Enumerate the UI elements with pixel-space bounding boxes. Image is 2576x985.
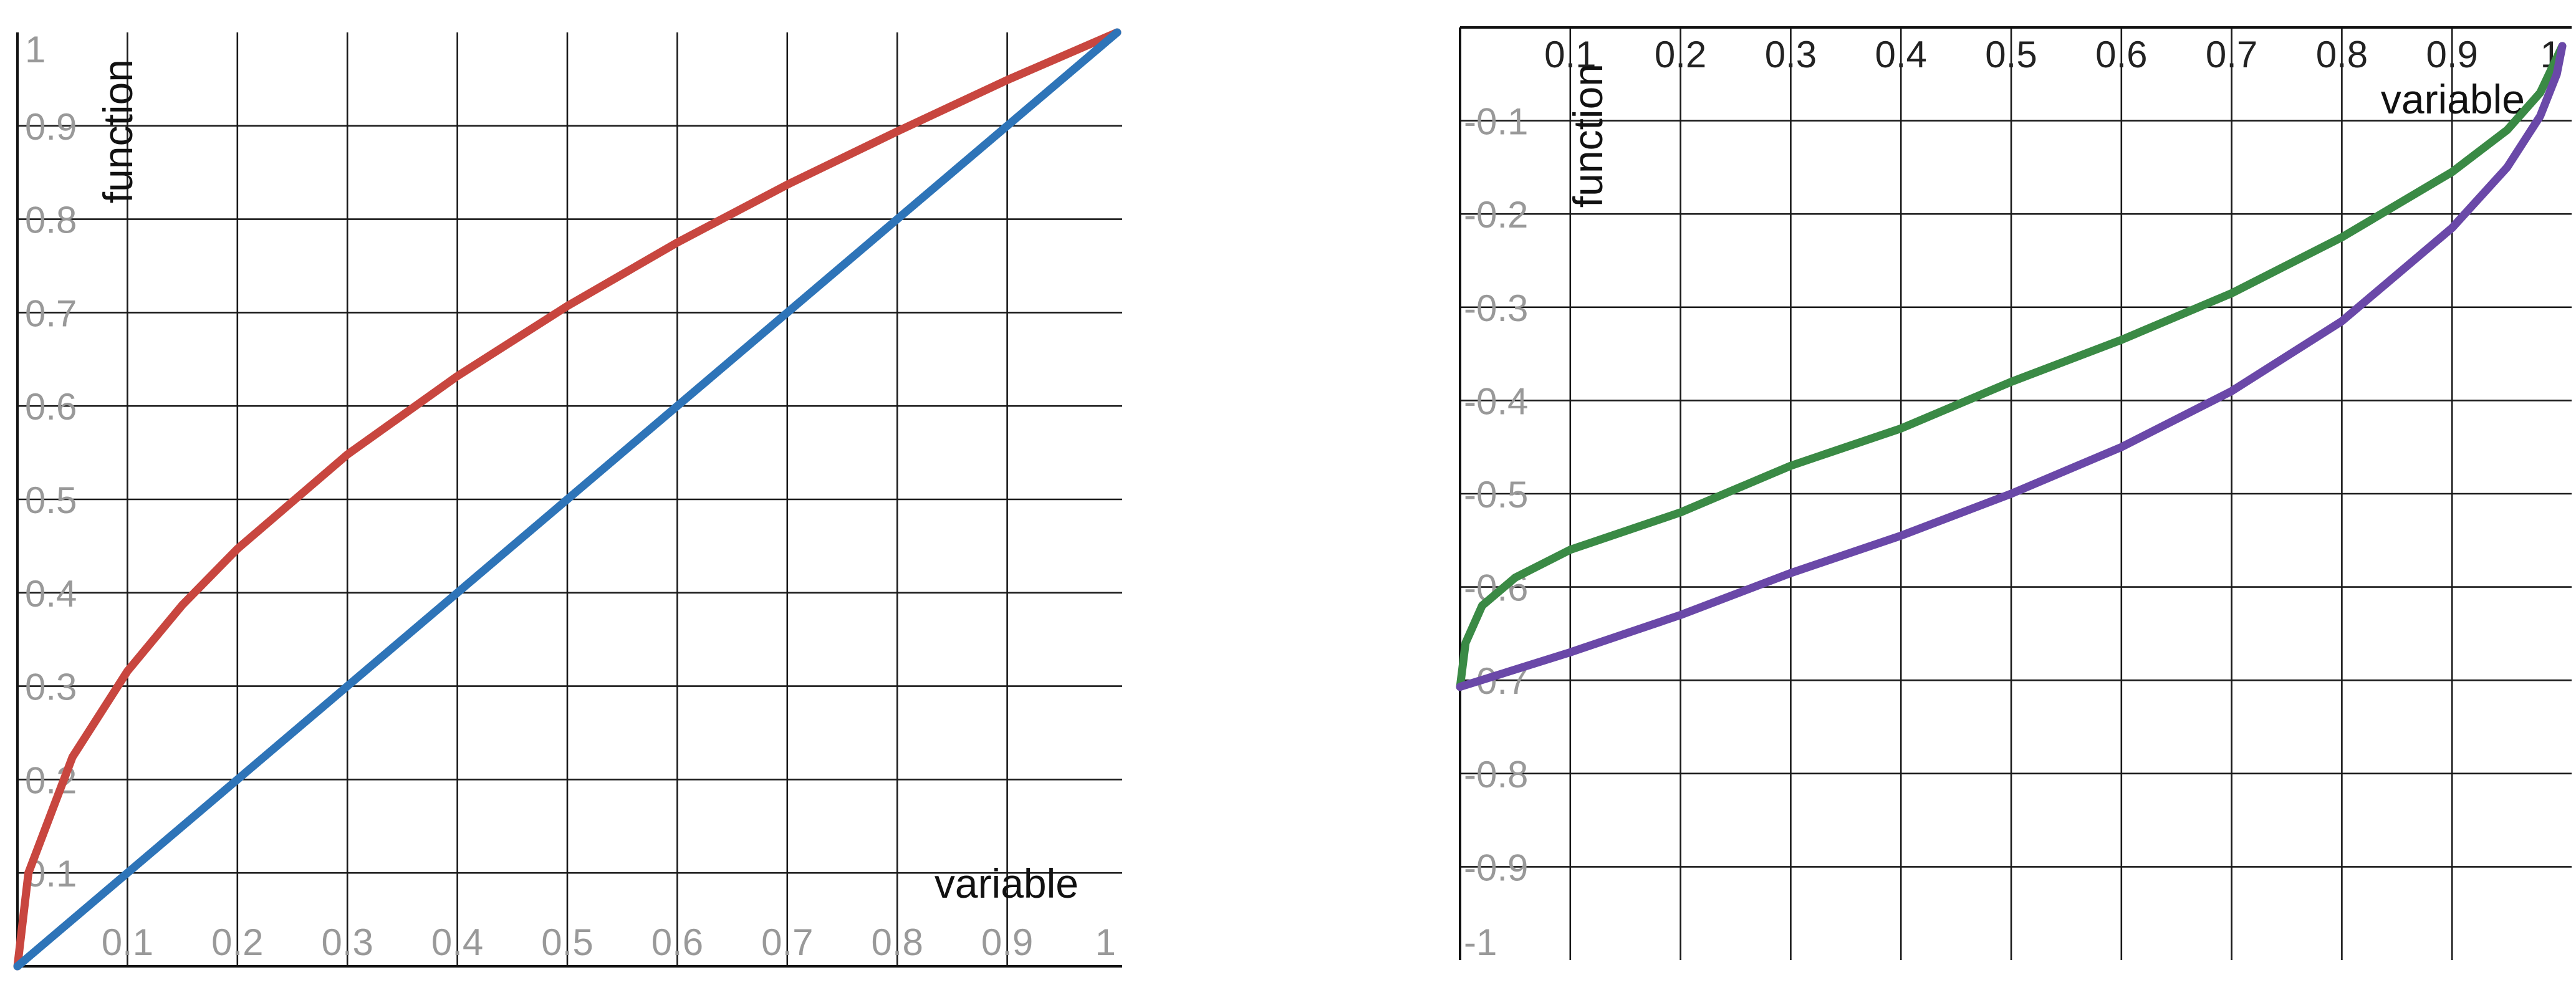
right-y-tick-label: -0.1 [1464,101,1528,143]
right-y-tick-label: -0.3 [1464,287,1528,329]
left-y-tick-label: 0.4 [25,573,77,615]
left-x-tick-label: 0.7 [761,921,813,963]
left-x-axis-title: variable [935,860,1079,906]
right-chart: 0.1 0.2 0.3 0.4 0.5 0.6 0.7 0.8 0.9 1-0.1-0.2-0.3… [1456,26,2572,963]
right-y-tick-label: -0.5 [1464,474,1528,516]
left-y-tick-label: 0.3 [25,666,77,708]
left-x-tick-label: 0.2 [211,921,263,963]
left-x-tick-label: 0.1 [102,921,153,963]
left-x-tick-label: 0.5 [541,921,593,963]
left-y-axis-title: function [95,59,141,203]
right-x-tick-label: 0.7 [2206,34,2257,75]
left-x-tick-label: 0.9 [981,921,1033,963]
right-x-tick-label: 0.1 [1544,34,1596,75]
left-y-tick-label: 0.8 [25,199,77,241]
right-x-axis-title: variable [2381,76,2525,122]
right-series-line-1 [1456,42,2567,691]
left-y-tick-label: 0.6 [25,386,77,428]
left-x-tick-label: 1 [1095,921,1116,963]
left-y-tick-label: 1 [25,29,46,70]
right-x-tick-label: 0.8 [2316,34,2368,75]
right-x-tick-label: 0.9 [2426,34,2477,75]
left-x-tick-label: 0.3 [321,921,373,963]
right-x-tick-label: 0.5 [1985,34,2037,75]
right-y-tick-label: -0.2 [1464,194,1528,236]
right-x-tick-label: 0.2 [1655,34,1706,75]
right-y-tick-label: -0.4 [1464,380,1528,422]
right-y-tick-label: -0.9 [1464,847,1528,888]
left-x-tick-label: 0.4 [431,921,483,963]
right-series-line-2 [1456,42,2567,691]
left-x-tick-label: 0.8 [871,921,923,963]
left-y-tick-label: 0.7 [25,292,77,334]
left-chart: 0.1 0.2 0.3 0.4 0.5 0.6 0.7 0.8 0.9 10.10.20.30.4… [13,28,1122,971]
left-series-line-1 [13,28,1122,971]
left-x-tick-label: 0.6 [651,921,703,963]
right-x-tick-label: 0.3 [1765,34,1817,75]
left-y-tick-label: 0.5 [25,479,77,521]
left-series-line-2 [13,28,1122,971]
right-x-tick-label: 0.4 [1875,34,1926,75]
right-x-tick-label: 0.6 [2095,34,2147,75]
right-y-axis-title: function [1565,64,1611,208]
right-y-tick-label: -1 [1464,921,1497,963]
right-y-tick-label: -0.8 [1464,754,1528,795]
left-y-tick-label: 0.9 [25,106,77,148]
